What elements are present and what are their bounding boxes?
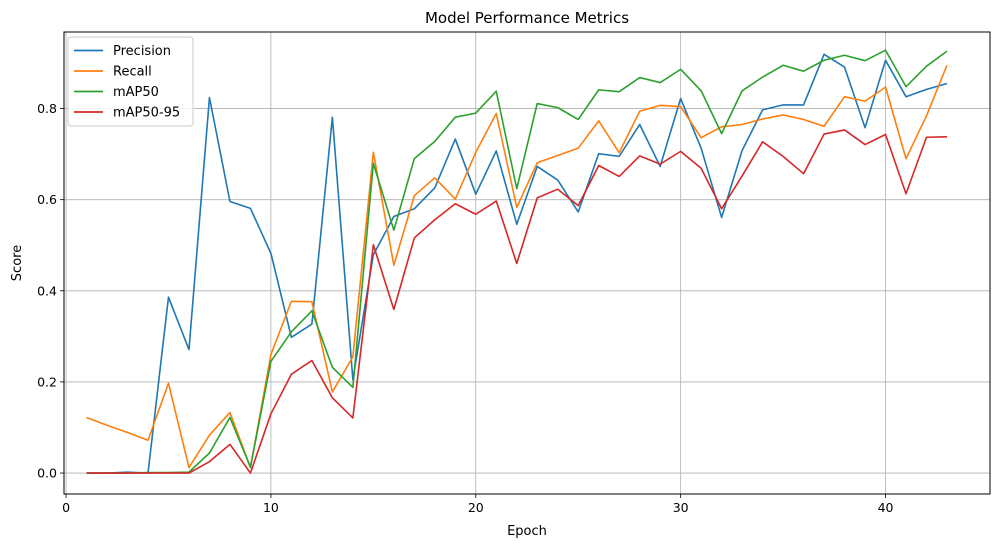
- series-line-map50: [86, 49, 948, 474]
- axis-ticks: 0 10 20 30 40 0.0 0.2 0.4 0.6 0.8: [37, 101, 893, 515]
- legend-box: [67, 36, 194, 127]
- y-axis-label: Score: [10, 245, 25, 281]
- y-tick-label: 0.2: [37, 374, 57, 389]
- series-line-recall: [86, 64, 948, 469]
- legend: Precision Recall mAP50 mAP50-95: [67, 36, 194, 127]
- legend-label: mAP50-95: [113, 106, 180, 121]
- x-tick-label: 30: [673, 500, 689, 515]
- legend-label: mAP50: [113, 85, 159, 100]
- plot-frame: [63, 31, 991, 495]
- series-line-precision: [86, 53, 948, 474]
- x-tick-label: 20: [468, 500, 484, 515]
- chart-title: Model Performance Metrics: [425, 9, 629, 27]
- y-tick-label: 0.4: [37, 283, 57, 298]
- y-tick-label: 0.0: [37, 466, 57, 481]
- y-tick-label: 0.6: [37, 192, 57, 207]
- x-tick-label: 10: [263, 500, 279, 515]
- y-tick-label: 0.8: [37, 101, 57, 116]
- series-lines: [86, 49, 948, 474]
- x-tick-label: 0: [62, 500, 70, 515]
- series-line-map50-95: [86, 129, 947, 474]
- x-tick-label: 40: [878, 500, 894, 515]
- legend-label: Recall: [113, 65, 152, 80]
- legend-label: Precision: [113, 44, 171, 59]
- x-axis-label: Epoch: [507, 524, 547, 539]
